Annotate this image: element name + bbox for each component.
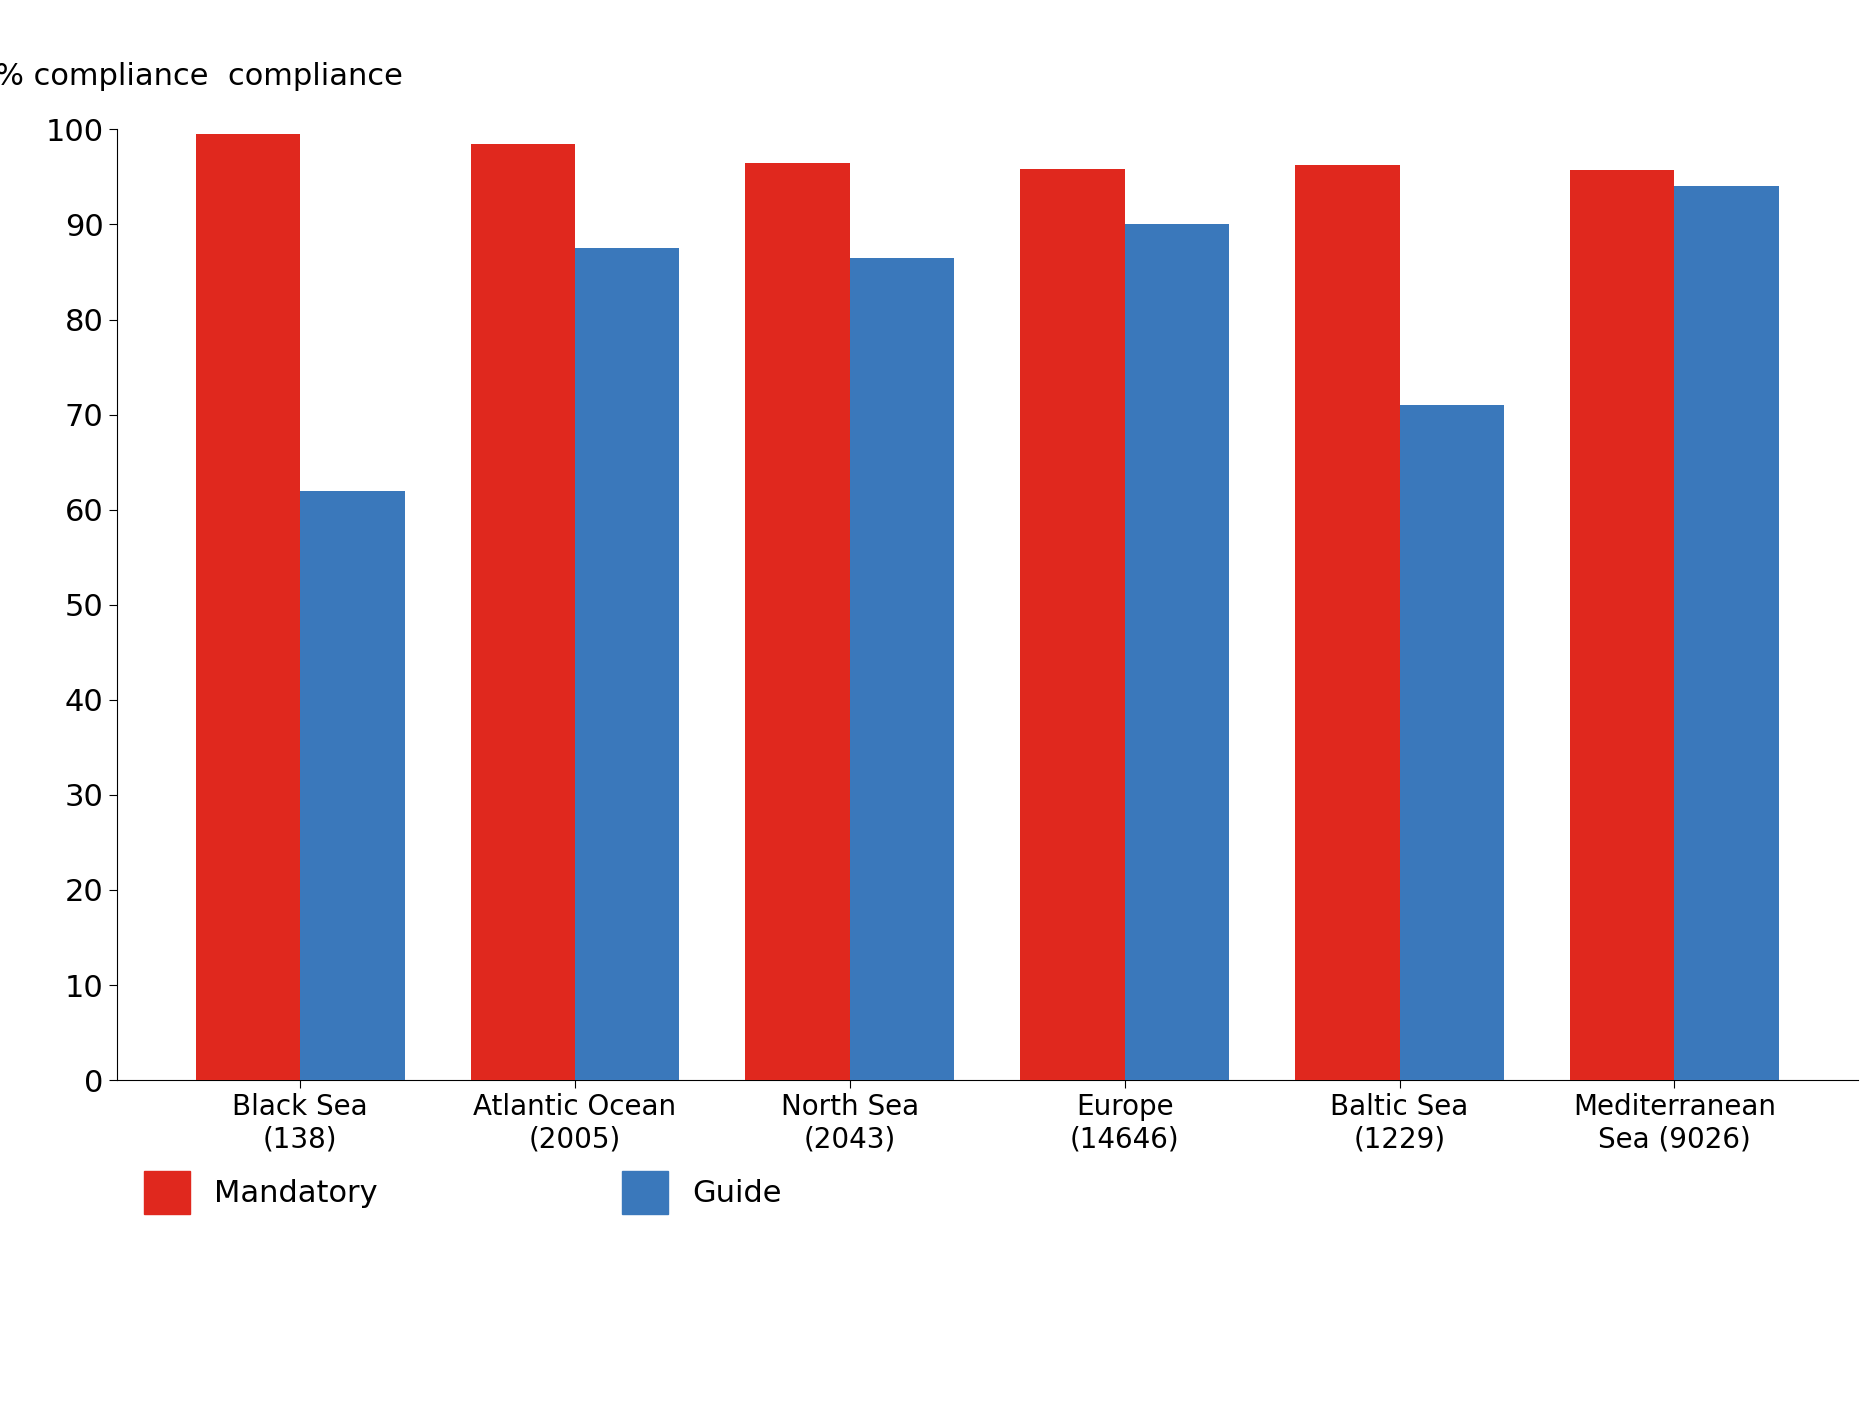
Bar [1124, 225, 1229, 1080]
Bar [197, 135, 300, 1080]
Bar [575, 249, 680, 1080]
Text: % compliance  compliance: % compliance compliance [0, 62, 403, 91]
Bar [850, 258, 955, 1080]
Bar [1294, 166, 1399, 1080]
Bar [1674, 187, 1779, 1080]
Bar [300, 490, 405, 1080]
Legend: Mandatory, Guide: Mandatory, Guide [131, 1158, 794, 1227]
Bar [470, 143, 575, 1080]
Bar [1021, 170, 1124, 1080]
Bar [1570, 170, 1674, 1080]
Bar [1399, 406, 1504, 1080]
Bar [745, 163, 850, 1080]
